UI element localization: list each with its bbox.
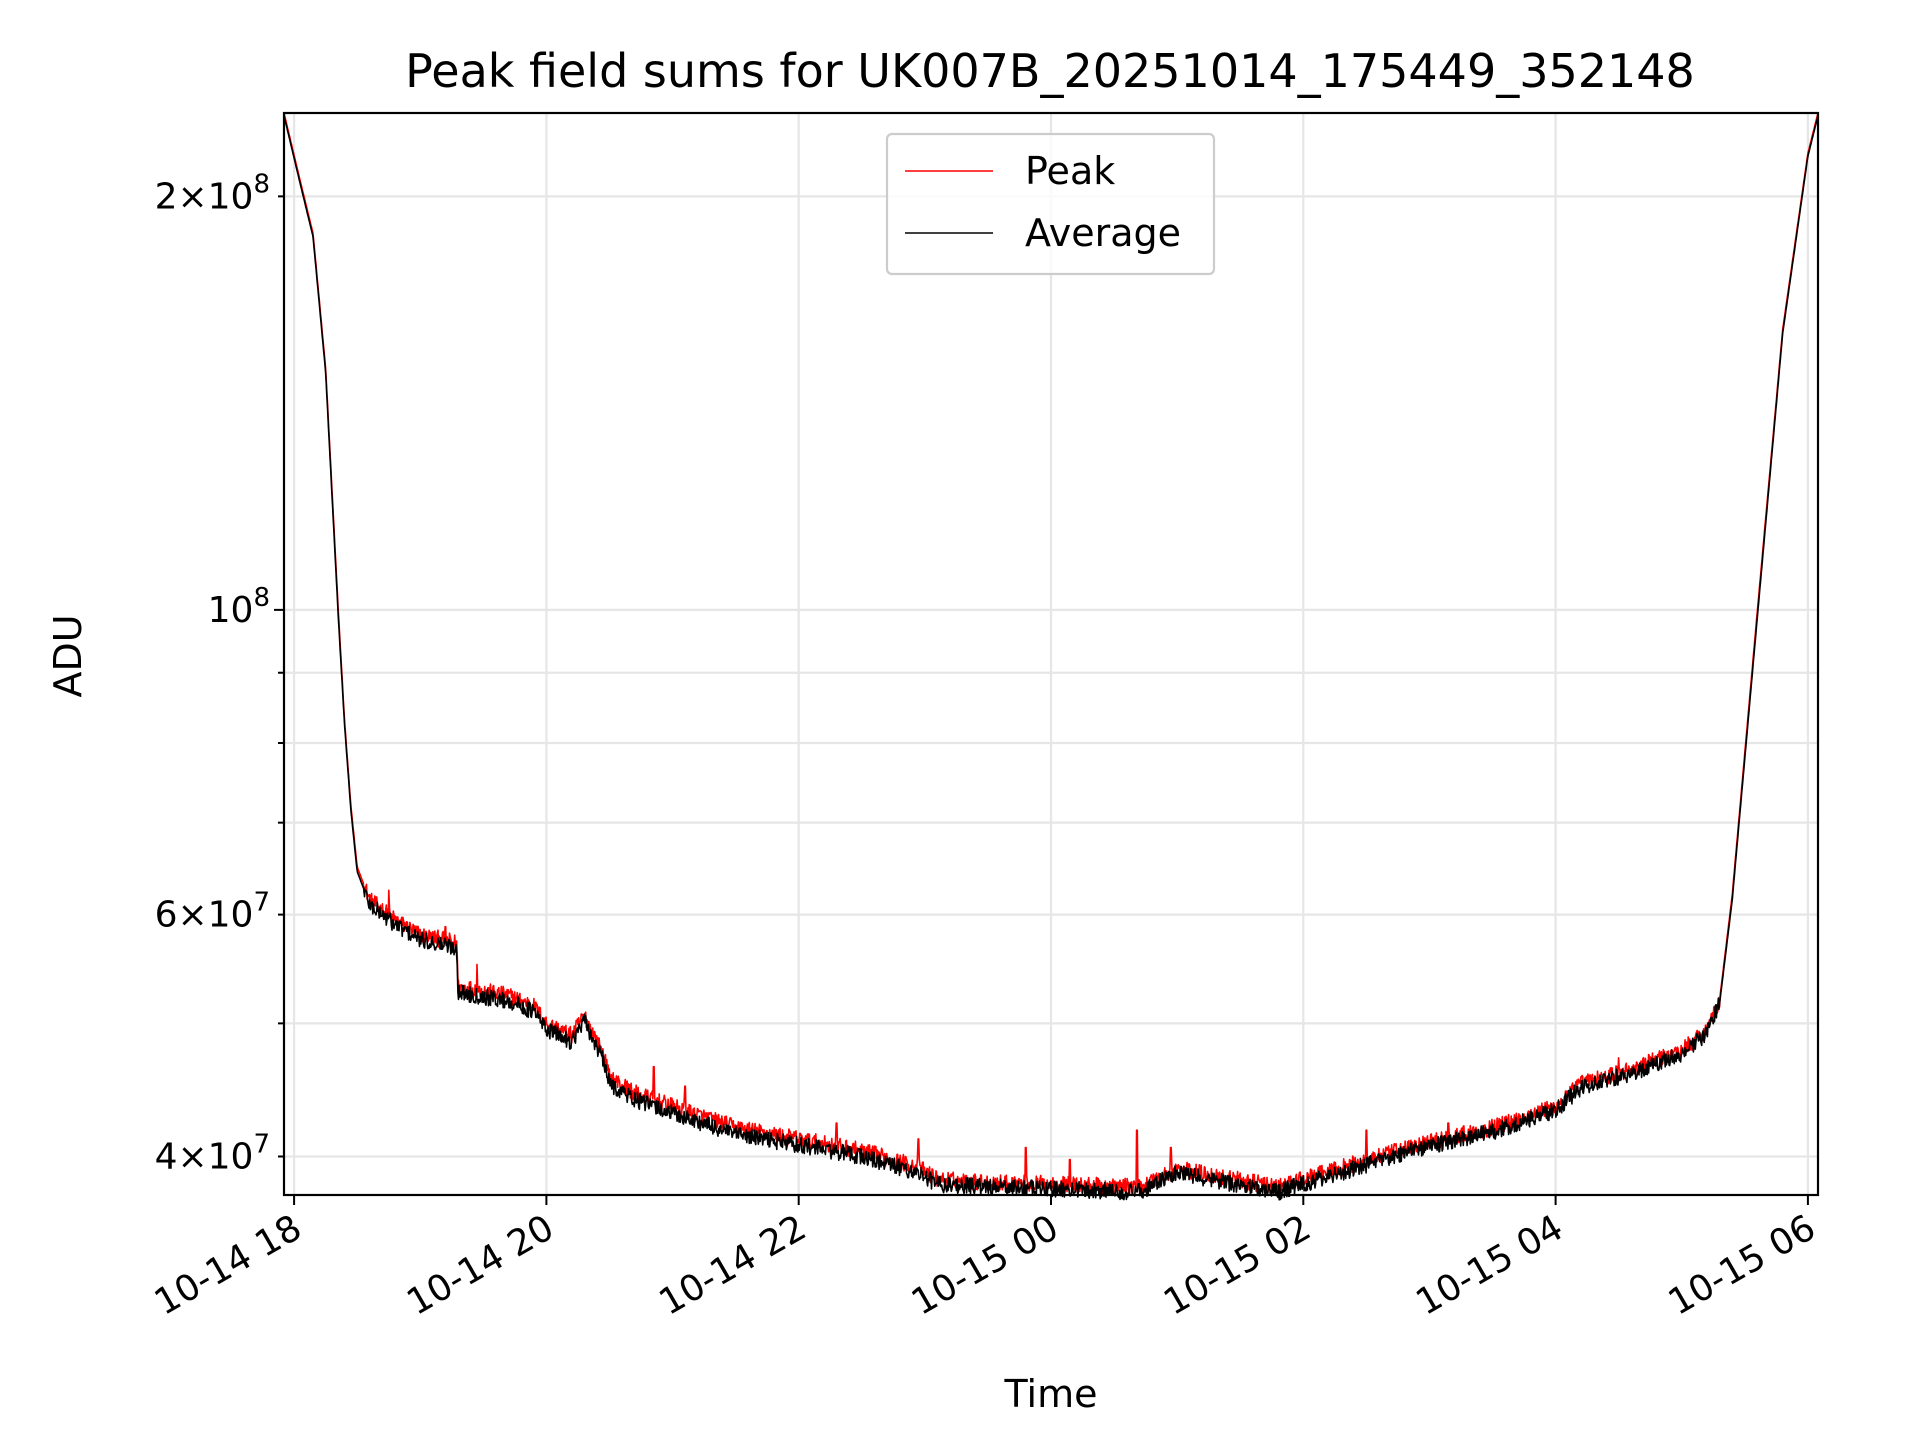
series-line-average xyxy=(283,115,1819,1201)
legend-box xyxy=(885,132,1216,276)
legend-label-peak: Peak xyxy=(1025,149,1115,193)
y-tick-label: 2×108 xyxy=(155,169,270,217)
series-layer xyxy=(283,112,1819,1201)
y-tick-label: 4×107 xyxy=(155,1129,270,1177)
y-axis: 108 4×107 6×107 2×108 xyxy=(155,169,284,1177)
x-axis-label: Time xyxy=(1004,1372,1098,1416)
y-tick-label: 108 xyxy=(208,583,270,631)
legend-label-average: Average xyxy=(1025,211,1181,255)
legend: Peak Average xyxy=(885,132,1216,276)
y-axis-label: ADU xyxy=(46,614,90,697)
y-tick-label: 6×107 xyxy=(155,888,270,936)
chart-title: Peak field sums for UK007B_20251014_1754… xyxy=(405,44,1695,98)
